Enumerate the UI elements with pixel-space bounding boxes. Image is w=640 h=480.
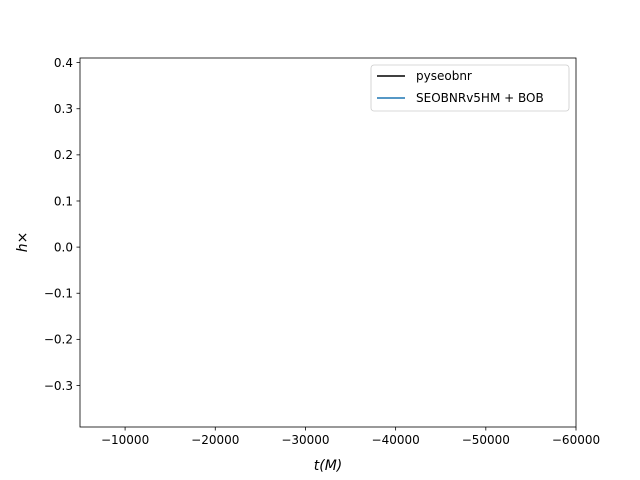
x-axis-label: t(M)	[314, 458, 343, 474]
plot-frame	[79, 57, 577, 428]
y-tick-label: 0.1	[54, 194, 73, 208]
legend: pyseobnr SEOBNRv5HM + BOB	[370, 64, 570, 112]
y-tick-label: 0.4	[54, 56, 73, 70]
x-tick-label: −10000	[101, 433, 149, 447]
x-axis-ticks: −10000 −20000 −30000 −40000 −50000 −60000	[101, 427, 600, 447]
legend-label-pyseobnr: pyseobnr	[416, 69, 472, 83]
y-tick-label: −0.3	[44, 379, 73, 393]
legend-box	[370, 64, 570, 112]
x-tick-label: −60000	[552, 433, 600, 447]
y-tick-label: 0.3	[54, 102, 73, 116]
plot-area	[80, 58, 576, 427]
x-tick-label: −40000	[372, 433, 420, 447]
y-tick-label: −0.1	[44, 287, 73, 301]
x-tick-label: −20000	[191, 433, 239, 447]
y-axis-label: h×	[15, 232, 31, 253]
y-tick-label: 0.0	[54, 240, 73, 254]
x-tick-label: −30000	[281, 433, 329, 447]
x-tick-label: −50000	[462, 433, 510, 447]
legend-label-seobnrv5hm-bob: SEOBNRv5HM + BOB	[416, 91, 544, 105]
y-axis-ticks: −0.3 −0.2 −0.1 0.0 0.1 0.2 0.3 0.4	[44, 56, 80, 393]
y-tick-label: 0.2	[54, 148, 73, 162]
y-tick-label: −0.2	[44, 333, 73, 347]
